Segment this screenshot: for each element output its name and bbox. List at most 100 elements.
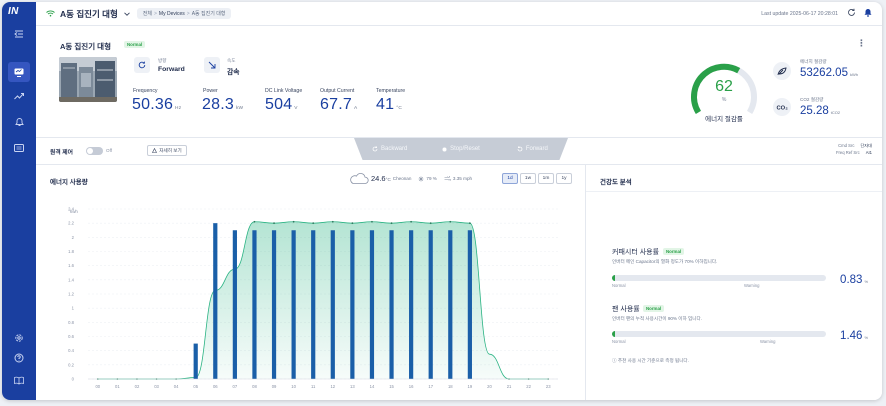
equipment-info-card: A동 집진기 대형 Normal ⋮ 방향 Forward <box>36 26 882 138</box>
y-tick-label: 1.4 <box>68 277 74 282</box>
metric-value-power: 28.3 kW <box>202 96 244 113</box>
fan-high-label: Warning <box>760 339 776 344</box>
direction-value: Forward <box>158 66 185 73</box>
more-icon[interactable]: ⋮ <box>857 38 866 48</box>
equipment-photo <box>59 57 117 102</box>
chevron-down-icon[interactable] <box>123 11 130 16</box>
capacitor-usage-name: 커패시터 사용률 <box>612 249 660 256</box>
equipment-name: A동 집진기 대형 <box>60 42 111 51</box>
metric-value-output-current: 67.7 A <box>320 96 358 113</box>
trend-point <box>351 222 354 225</box>
bell-icon[interactable] <box>864 8 872 17</box>
device-title: A동 집진기 대형 <box>60 8 118 19</box>
arrow-down-right-icon <box>204 57 220 73</box>
range-tab-1m[interactable]: 1m <box>538 173 554 184</box>
svg-text:CO₂: CO₂ <box>777 105 789 111</box>
forward-button[interactable]: Forward <box>497 138 568 160</box>
gauge-unit: % <box>721 97 727 103</box>
energy-saving-label: 에너지 절감량 <box>800 59 827 64</box>
x-tick-label: 05 <box>193 384 198 389</box>
weather-temp: 24.6°C <box>371 174 391 183</box>
y-tick-label: 2 <box>72 235 75 240</box>
range-tab-1w[interactable]: 1w <box>520 173 536 184</box>
remote-control-toggle[interactable] <box>86 147 103 155</box>
breadcrumb-root[interactable]: 전체 <box>142 11 152 17</box>
cloud-icon <box>350 173 369 184</box>
stop-icon <box>442 147 447 151</box>
capacitor-usage-value: 0.83% <box>840 274 868 286</box>
y-tick-label: 1.8 <box>68 249 74 254</box>
x-tick-label: 00 <box>95 384 100 389</box>
detail-button-label: 자세히 보기 <box>159 147 182 153</box>
metric-value-dc-link-voltage: 504 V <box>265 96 298 113</box>
x-tick-label: 03 <box>154 384 159 389</box>
bar-05 <box>193 343 198 379</box>
y-tick-label: 0.2 <box>68 362 74 367</box>
x-tick-label: 22 <box>526 384 531 389</box>
x-tick-label: 02 <box>135 384 140 389</box>
metric-label-temperature: Temperature <box>376 88 406 94</box>
wifi-icon <box>46 10 55 17</box>
gauge-value: 62 <box>715 78 733 95</box>
trend-point <box>253 220 256 223</box>
metric-label-frequency: Frequency <box>133 88 158 94</box>
sidebar: IN <box>2 2 36 400</box>
top-bar: A동 집진기 대형 전체 > My Devices > A동 집진기 대형 Last u… <box>36 2 882 26</box>
cmd-src-label: Cmd Src <box>838 143 855 148</box>
bar-17 <box>428 230 433 379</box>
remote-control-bar: 원격 제어 Off 자세히 보기 Backward Stop/Reset For… <box>36 138 882 165</box>
book-icon[interactable] <box>11 372 27 388</box>
collapse-icon[interactable] <box>11 26 27 42</box>
breadcrumb-mid[interactable]: My Devices <box>158 11 185 17</box>
freq-ref-value: AI1 <box>865 150 872 155</box>
detail-button[interactable]: 자세히 보기 <box>147 145 187 156</box>
co2-icon: CO₂ <box>773 98 791 116</box>
wind-icon <box>444 176 451 181</box>
bar-10 <box>291 230 296 379</box>
health-note: ⓘ 추천 사용 시간 기준으로 측정 됩니다. <box>612 358 689 363</box>
y-axis-unit: kwh <box>70 209 78 214</box>
y-tick-label: 0 <box>72 377 75 382</box>
list-icon[interactable] <box>11 140 27 156</box>
forward-label: Forward <box>525 146 548 152</box>
bar-19 <box>467 230 472 379</box>
trend-point <box>273 222 275 225</box>
warning-icon <box>152 148 158 153</box>
settings-icon[interactable] <box>11 330 27 346</box>
gauge-label: 에너지 절감률 <box>705 116 743 123</box>
x-tick-label: 10 <box>291 384 296 389</box>
speed-label: 속도 <box>227 58 236 63</box>
stop-reset-button[interactable]: Stop/Reset <box>425 138 496 160</box>
x-tick-label: 20 <box>487 384 492 389</box>
cmd-src-value: 단자대 <box>860 143 872 148</box>
capacitor-usage-desc: 인버터 메인 Capacitor의 열화 정도가 70% 이하입니다. <box>612 259 718 264</box>
backward-icon <box>372 146 378 152</box>
fan-usage-value: 1.46% <box>840 330 868 342</box>
backward-label: Backward <box>380 146 408 152</box>
wind-info: 3.35 mph <box>444 176 472 181</box>
source-info: Cmd Src 단자대 Freq Ref Src AI1 <box>836 142 872 156</box>
x-tick-label: 09 <box>272 384 277 389</box>
bar-11 <box>311 230 316 379</box>
backward-button[interactable]: Backward <box>354 138 425 160</box>
range-tab-1y[interactable]: 1y <box>556 173 572 184</box>
metric-label-power: Power <box>203 88 218 94</box>
humidity-info: 79 % <box>418 176 437 182</box>
monitor-icon[interactable] <box>8 62 30 82</box>
metric-label-output-current: Output Current <box>320 88 355 94</box>
help-icon[interactable] <box>11 350 27 366</box>
range-tab-1d[interactable]: 1d <box>502 173 518 184</box>
rotate-icon <box>134 57 150 73</box>
x-tick-label: 15 <box>389 384 394 389</box>
energy-usage-title: 에너지 사용량 <box>50 179 88 186</box>
metric-value-frequency: 50.36 Hz <box>132 96 182 113</box>
capacitor-usage-bar <box>612 275 826 281</box>
y-tick-label: 1.6 <box>68 263 74 268</box>
trend-icon[interactable] <box>11 88 27 104</box>
bell-icon[interactable] <box>11 114 27 130</box>
x-tick-label: 14 <box>370 384 375 389</box>
bar-16 <box>409 230 414 379</box>
refresh-icon[interactable] <box>847 8 856 17</box>
bar-09 <box>271 230 277 379</box>
last-update: Last update 2025-06-17 20:28:01 <box>761 10 838 17</box>
